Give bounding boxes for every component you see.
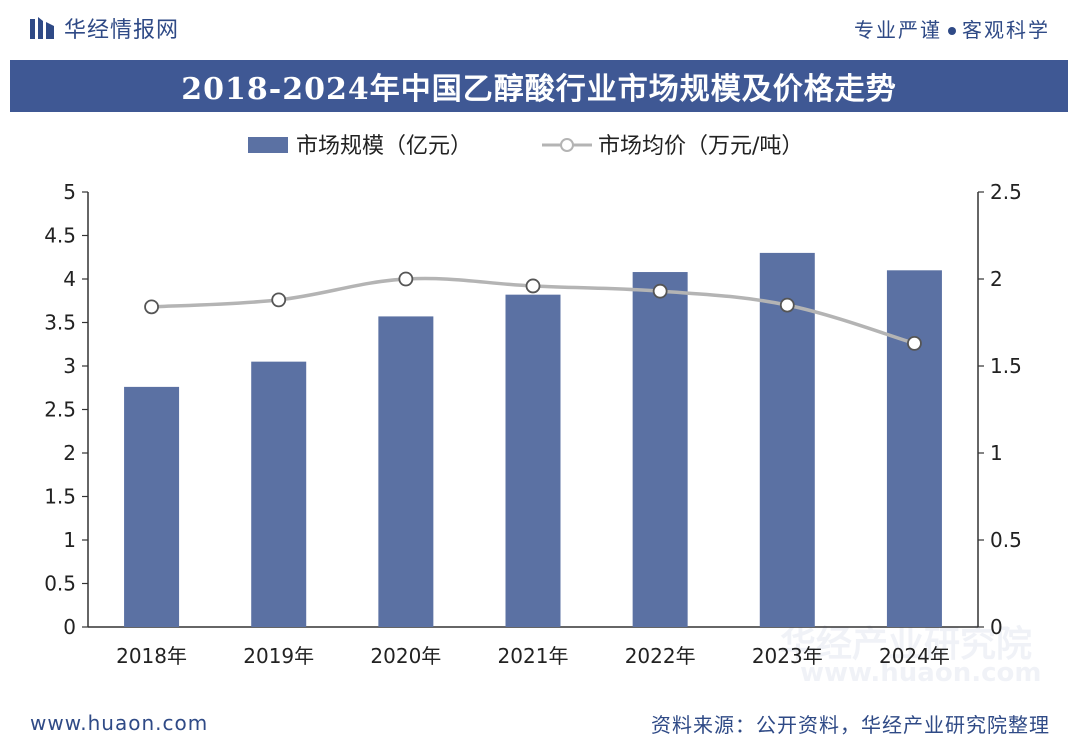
y-left-tick-label: 5: [63, 180, 76, 204]
y-left-tick-label: 2.5: [44, 398, 76, 422]
y-left-tick-label: 4: [63, 267, 76, 291]
y-right-tick-label: 1.5: [990, 354, 1022, 378]
slogan: 专业严谨 客观科学: [854, 14, 1050, 43]
y-left-tick-label: 2: [63, 441, 76, 465]
bar: [124, 386, 180, 627]
footer-source: 资料来源：公开资料，华经产业研究院整理: [651, 712, 1050, 737]
bar: [886, 270, 942, 627]
legend-bar-label: 市场规模（亿元）: [296, 134, 472, 159]
y-right-tick-label: 2: [990, 267, 1003, 291]
bars: [124, 252, 942, 627]
y-left-tick-label: 0.5: [44, 572, 76, 596]
bar: [505, 294, 561, 627]
x-tick-label: 2018年: [116, 644, 187, 668]
x-axis-labels: 2018年 2019年 2020年 2021年 2022年 2023年 2024年: [116, 644, 950, 668]
chart: 市场规模（亿元） 市场均价（万元/吨） 0 0.5 1 1.5 2 2.5 3 3.5 4 4.5…: [44, 134, 1022, 668]
brand: 华经情报网: [30, 12, 179, 44]
x-tick-label: 2019年: [243, 644, 314, 668]
legend-line-label: 市场均价（万元/吨）: [598, 134, 803, 159]
line-point: [652, 283, 668, 299]
x-tick-label: 2024年: [879, 644, 950, 668]
slogan-right: 客观科学: [962, 17, 1050, 42]
y-left-tick-label: 0: [63, 615, 76, 639]
bar: [759, 252, 815, 627]
x-tick-label: 2023年: [752, 644, 823, 668]
y-right-tick-label: 0: [990, 615, 1003, 639]
y-left-tick-label: 1.5: [44, 485, 76, 509]
x-tick-label: 2021年: [498, 644, 569, 668]
line-series: [144, 271, 922, 351]
y-left-tick-label: 1: [63, 528, 76, 552]
y-left-tick-label: 3.5: [44, 311, 76, 335]
slogan-left: 专业严谨: [854, 17, 942, 42]
bar: [632, 272, 688, 627]
line-point: [907, 335, 922, 351]
bar: [251, 361, 307, 627]
footer: www.huaon.com 资料来源：公开资料，华经产业研究院整理: [0, 700, 1080, 746]
legend-line-marker: [560, 138, 574, 152]
top-bar: 华经情报网 专业严谨 客观科学: [0, 0, 1080, 56]
legend-bar-swatch: [248, 137, 288, 153]
y-right-tick-label: 2.5: [990, 180, 1022, 204]
x-tick-label: 2022年: [625, 644, 696, 668]
line-point: [144, 299, 159, 315]
chart-title: 2018-2024年中国乙醇酸行业市场规模及价格走势: [181, 72, 897, 107]
axes: 0 0.5 1 1.5 2 2.5 3 3.5 4 4.5 5 0 0.5 1 1.5 2 2.5: [44, 180, 1022, 639]
line-point: [779, 297, 795, 313]
line-point: [525, 278, 541, 294]
x-tick-label: 2020年: [370, 644, 441, 668]
y-left-tick-label: 4.5: [44, 224, 76, 248]
title-bar: 2018-2024年中国乙醇酸行业市场规模及价格走势: [10, 60, 1068, 112]
y-right-tick-label: 0.5: [990, 528, 1022, 552]
y-left-tick-label: 3: [63, 354, 76, 378]
brand-logo-icon: [30, 17, 54, 39]
y-right-tick-label: 1: [990, 441, 1003, 465]
line-point: [271, 292, 287, 308]
slogan-dot-icon: [948, 27, 956, 35]
bar: [378, 316, 434, 627]
footer-url: www.huaon.com: [30, 711, 209, 735]
line-point: [398, 271, 414, 287]
legend: 市场规模（亿元） 市场均价（万元/吨）: [248, 134, 803, 159]
brand-name: 华经情报网: [64, 18, 180, 43]
